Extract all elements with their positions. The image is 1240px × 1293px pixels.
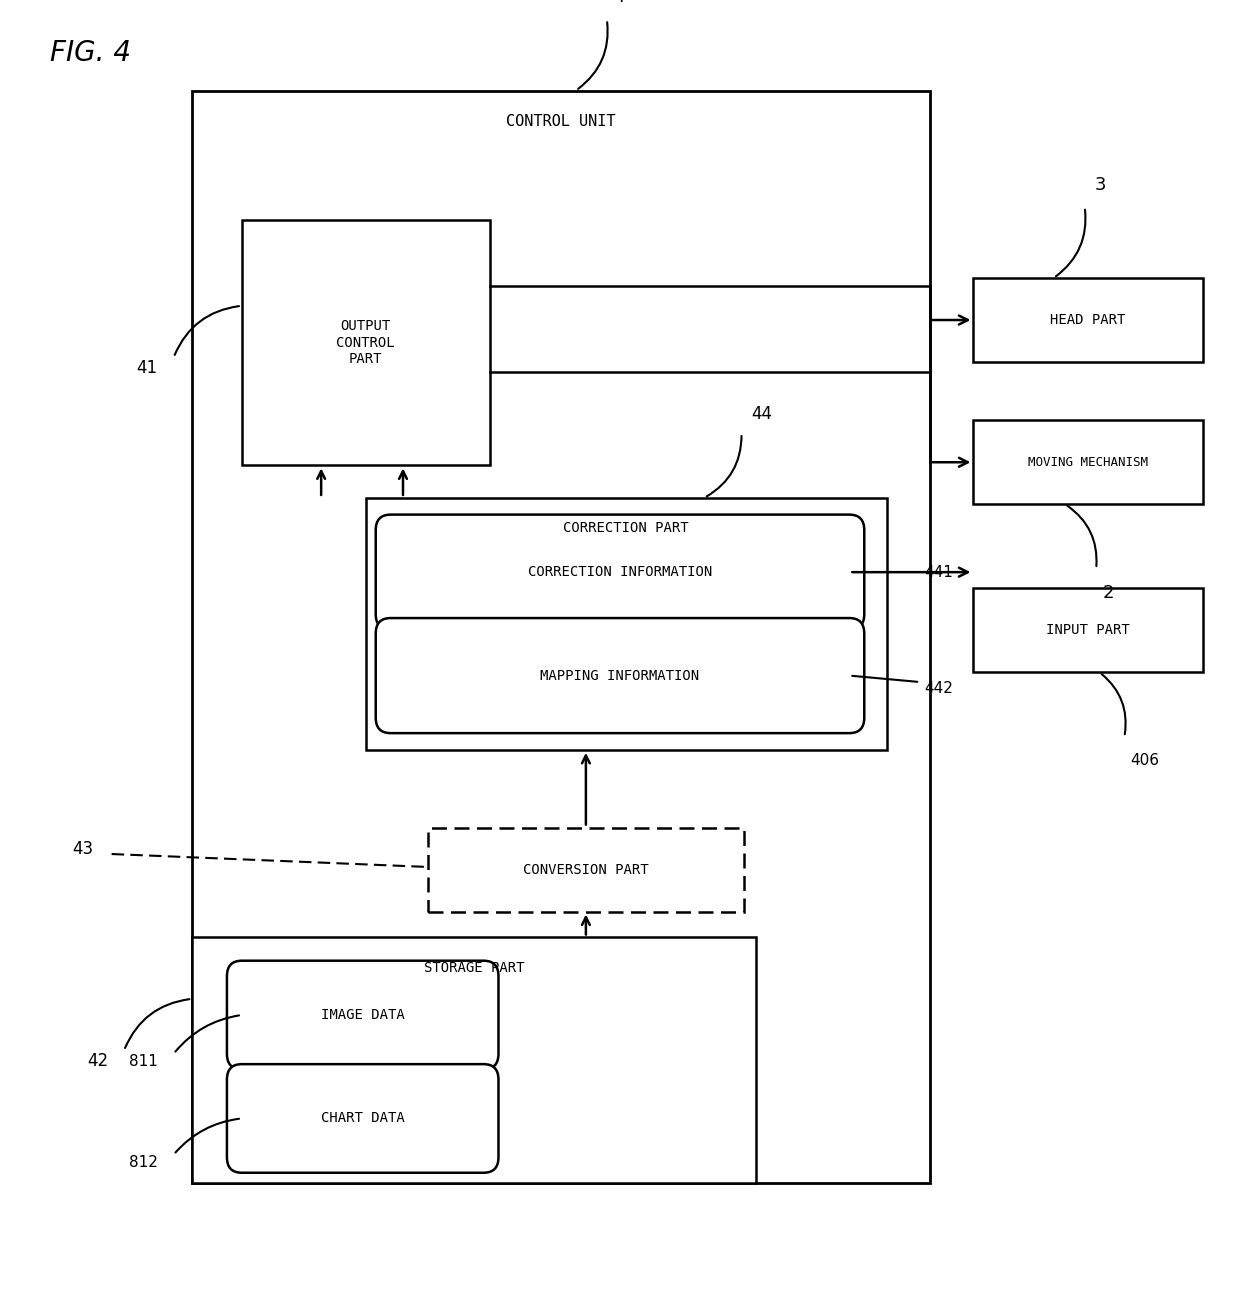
FancyBboxPatch shape: [376, 618, 864, 733]
Bar: [428, 828, 744, 912]
Text: IMAGE DATA: IMAGE DATA: [321, 1009, 404, 1021]
FancyBboxPatch shape: [376, 515, 864, 630]
Text: 442: 442: [924, 681, 952, 696]
Text: 41: 41: [136, 359, 157, 376]
Bar: [242, 220, 490, 465]
Text: 812: 812: [129, 1155, 157, 1170]
Text: CONVERSION PART: CONVERSION PART: [523, 862, 649, 877]
Text: 3: 3: [1095, 176, 1106, 194]
Text: HEAD PART: HEAD PART: [1050, 313, 1126, 327]
Bar: [366, 498, 887, 750]
Bar: [973, 278, 1203, 362]
Text: 441: 441: [924, 565, 952, 579]
Text: CONTROL UNIT: CONTROL UNIT: [506, 114, 616, 129]
Text: INPUT PART: INPUT PART: [1047, 623, 1130, 637]
Text: 811: 811: [129, 1054, 157, 1069]
Text: 406: 406: [1131, 753, 1159, 768]
Bar: [192, 937, 756, 1183]
Text: STORAGE PART: STORAGE PART: [424, 961, 525, 975]
FancyBboxPatch shape: [227, 1064, 498, 1173]
Text: CHART DATA: CHART DATA: [321, 1112, 404, 1125]
Text: 42: 42: [87, 1053, 108, 1069]
FancyBboxPatch shape: [227, 961, 498, 1069]
Text: 2: 2: [1102, 584, 1114, 603]
Bar: [192, 91, 930, 1183]
Text: 4: 4: [613, 0, 625, 6]
Text: MAPPING INFORMATION: MAPPING INFORMATION: [541, 668, 699, 683]
Text: MOVING MECHANISM: MOVING MECHANISM: [1028, 455, 1148, 469]
Text: FIG. 4: FIG. 4: [50, 39, 130, 67]
Text: CORRECTION PART: CORRECTION PART: [563, 521, 689, 535]
Text: 43: 43: [72, 840, 93, 857]
Bar: [973, 588, 1203, 672]
Bar: [973, 420, 1203, 504]
Text: 44: 44: [751, 405, 773, 423]
Text: OUTPUT
CONTROL
PART: OUTPUT CONTROL PART: [336, 319, 396, 366]
Text: CORRECTION INFORMATION: CORRECTION INFORMATION: [528, 565, 712, 579]
